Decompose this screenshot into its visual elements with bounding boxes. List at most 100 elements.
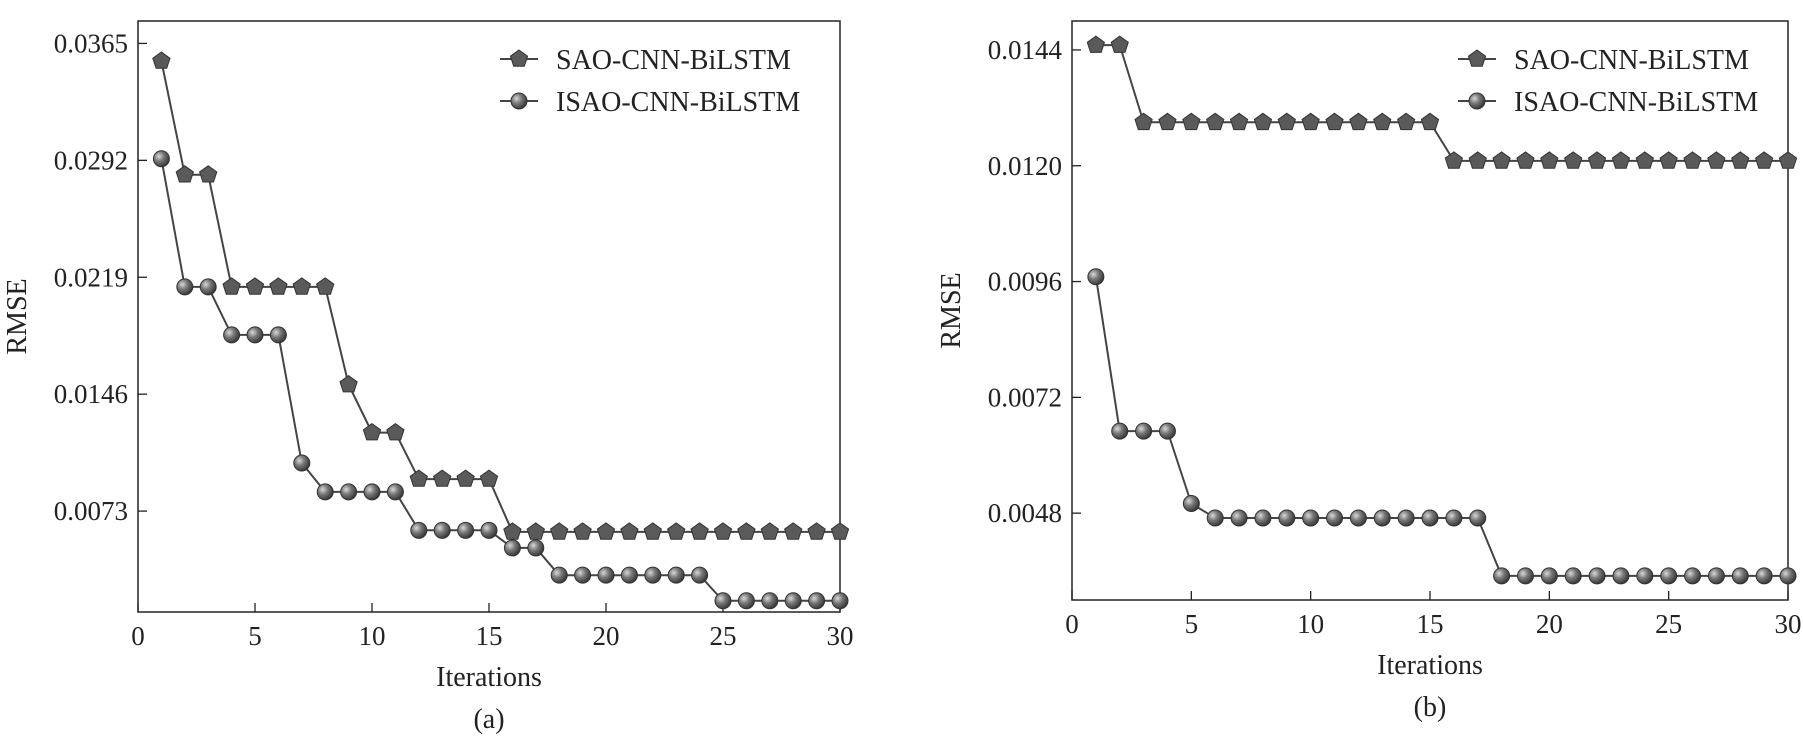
legend-entry: SAO-CNN-BiLSTM <box>1458 45 1749 76</box>
data-point <box>1158 112 1177 131</box>
y-tick-label: 0.0144 <box>988 35 1063 65</box>
data-point <box>269 277 288 295</box>
data-point <box>1540 151 1559 169</box>
x-tick-label: 20 <box>1536 609 1563 639</box>
data-point <box>784 522 803 540</box>
data-point <box>433 521 451 539</box>
data-point <box>667 522 686 540</box>
data-point <box>1587 151 1607 169</box>
data-point <box>714 592 732 610</box>
data-point <box>152 51 171 69</box>
data-point <box>1516 567 1534 585</box>
y-tick-label: 0.0292 <box>54 145 128 175</box>
data-point <box>199 278 217 296</box>
series-line <box>1094 276 1788 577</box>
data-point <box>1611 151 1631 169</box>
data-point <box>1444 151 1463 169</box>
data-point <box>620 522 639 540</box>
data-point <box>550 566 568 584</box>
data-point <box>457 521 475 539</box>
data-point <box>1493 567 1511 585</box>
legend-label: SAO-CNN-BiLSTM <box>556 45 791 76</box>
data-point <box>690 522 709 540</box>
data-point <box>691 566 709 584</box>
data-point <box>222 277 241 295</box>
data-point <box>1134 112 1153 131</box>
legend-entry: ISAO-CNN-BiLSTM <box>500 87 800 118</box>
data-point <box>1635 151 1654 169</box>
data-point <box>456 469 475 487</box>
data-point <box>1445 509 1463 527</box>
x-tick-label: 0 <box>1065 609 1079 639</box>
x-tick-label: 30 <box>1775 609 1802 639</box>
data-point <box>1779 567 1797 585</box>
data-point <box>1755 567 1773 585</box>
data-point <box>1420 112 1440 131</box>
y-axis-label: RMSE <box>2 278 33 354</box>
data-point <box>644 566 662 584</box>
data-point <box>784 592 802 610</box>
y-tick-label: 0.0219 <box>54 262 128 292</box>
data-point <box>246 326 264 344</box>
data-point <box>1278 509 1296 527</box>
x-tick-label: 5 <box>248 621 262 651</box>
x-axis-label: Iterations <box>1377 650 1483 681</box>
legend-pentagon-icon <box>509 49 529 67</box>
data-point <box>316 483 334 501</box>
series-sao-cnn-bilstm <box>152 51 850 540</box>
data-point <box>386 483 404 501</box>
data-point <box>1516 151 1535 169</box>
data-point <box>1612 567 1630 585</box>
data-point <box>807 522 826 540</box>
series-isao-cnn-bilstm <box>152 150 849 610</box>
data-point <box>1182 495 1200 512</box>
data-point <box>1684 567 1702 585</box>
data-point <box>1492 151 1511 169</box>
x-axis-label: Iterations <box>436 662 542 693</box>
data-point <box>1397 112 1416 131</box>
data-point <box>1731 567 1749 585</box>
data-point <box>1588 567 1606 585</box>
x-tick-label: 15 <box>1417 609 1444 639</box>
legend-label: ISAO-CNN-BiLSTM <box>1514 87 1758 118</box>
data-point <box>526 522 545 540</box>
data-point <box>1230 509 1248 527</box>
series-sao-cnn-bilstm <box>1086 35 1798 169</box>
data-point <box>269 326 287 344</box>
data-point <box>480 521 498 539</box>
data-point <box>808 592 826 610</box>
x-tick-label: 10 <box>359 621 386 651</box>
x-tick-label: 5 <box>1185 609 1199 639</box>
data-point <box>363 483 381 501</box>
data-point <box>737 522 756 540</box>
data-point <box>175 165 194 183</box>
y-tick-label: 0.0146 <box>54 379 128 409</box>
data-point <box>199 165 218 183</box>
data-point <box>479 469 499 487</box>
x-tick-label: 10 <box>1297 609 1324 639</box>
data-point <box>386 422 405 441</box>
data-point <box>1254 509 1272 527</box>
series-line <box>160 60 840 533</box>
data-point <box>1301 112 1320 131</box>
legend-entry: SAO-CNN-BiLSTM <box>500 45 791 76</box>
data-point <box>620 566 638 584</box>
legend-entry: ISAO-CNN-BiLSTM <box>1458 87 1758 118</box>
data-point <box>1326 509 1344 527</box>
data-point <box>503 522 522 540</box>
y-tick-label: 0.0072 <box>988 382 1062 412</box>
data-point <box>831 592 849 610</box>
data-point <box>1755 151 1774 169</box>
y-tick-label: 0.0073 <box>54 496 128 526</box>
data-point <box>152 150 170 168</box>
data-point <box>1229 112 1249 131</box>
data-point <box>1373 112 1392 131</box>
data-point <box>1349 112 1368 131</box>
data-point <box>1087 268 1105 286</box>
data-point <box>1086 35 1105 53</box>
data-point <box>1111 422 1129 440</box>
series-line <box>160 158 840 602</box>
data-point <box>1707 567 1725 585</box>
data-point <box>1636 567 1654 585</box>
